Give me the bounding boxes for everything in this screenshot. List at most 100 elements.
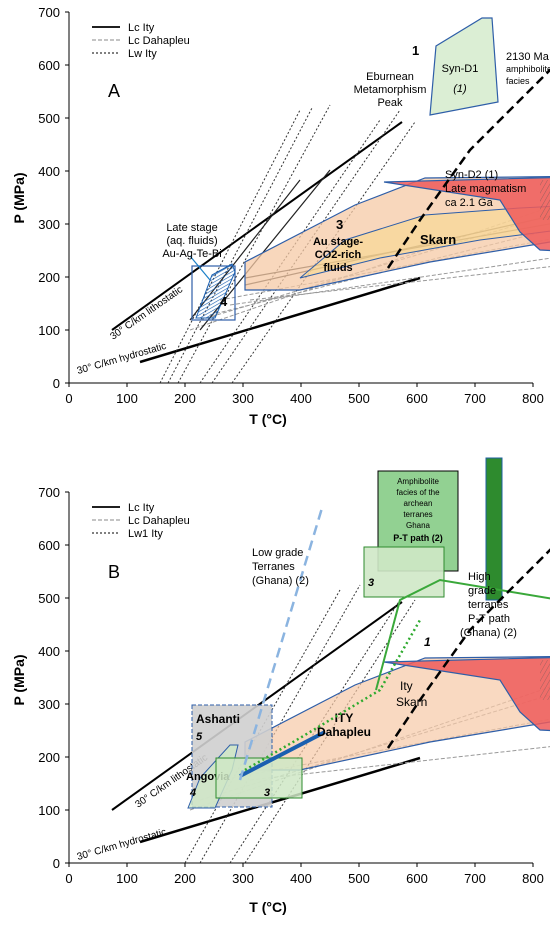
high-grade-line-3: terranes: [468, 599, 509, 611]
late-stage-hatch-a: [195, 263, 236, 319]
y-tick-b-500: 500: [38, 591, 60, 606]
label-4-b: 4: [189, 787, 196, 799]
field-4-box-a: [191, 265, 236, 321]
skarn-label-b: Skarn: [396, 695, 427, 709]
syn-d1-field-a: [429, 17, 499, 116]
legend-b-lc-ity: Lc Ity: [128, 502, 155, 514]
panel-a: 0 100 200 300 400 500 600 700 0 100 200 …: [11, 5, 550, 427]
au-stage-line-1: Au stage-: [313, 236, 363, 248]
x-tick-b-600: 600: [406, 871, 428, 886]
x-tick-a-800: 800: [522, 391, 544, 406]
hydrostatic-line-b: [139, 756, 421, 844]
syn-d1-label: Syn-D1: [442, 63, 479, 75]
au-stage-field-a: [299, 205, 550, 279]
high-grade-pt-path: [375, 578, 550, 691]
y-tick-b-200: 200: [38, 750, 60, 765]
x-axis-label-a: T (°C): [249, 411, 286, 427]
legend-a: Lc Ity Lc Dahapleu Lw Ity: [92, 22, 190, 60]
label-5-b: 5: [196, 731, 203, 743]
y-tick-b-600: 600: [38, 538, 60, 553]
archean-line-3: archean: [404, 499, 433, 508]
high-grade-bar: [485, 457, 503, 601]
eburnean-line-2: Metamorphism: [354, 84, 427, 96]
x-tick-b-700: 700: [464, 871, 486, 886]
panel-a-letter: A: [108, 81, 120, 101]
late-stage-line-1: Late stage: [166, 222, 217, 234]
x-tick-b-100: 100: [116, 871, 138, 886]
archean-line-5: Ghana: [406, 521, 431, 530]
archean-line-1: Amphibolite: [397, 477, 439, 486]
y-tick-b-400: 400: [38, 644, 60, 659]
ity-dahapleu-line-1: ITY: [335, 711, 354, 725]
au-stage-line-2: CO2-rich: [315, 249, 362, 261]
high-grade-line-1: High: [468, 571, 491, 583]
x-tick-a-700: 700: [464, 391, 486, 406]
low-grade-line-1: Low grade: [252, 547, 303, 559]
x-tick-a-0: 0: [65, 391, 72, 406]
label-1-b: 1: [424, 635, 431, 649]
y-tick-a-0: 0: [53, 376, 60, 391]
field-3-b: [244, 656, 550, 771]
y-tick-b-300: 300: [38, 697, 60, 712]
x-tick-b-500: 500: [348, 871, 370, 886]
x-tick-a-500: 500: [348, 391, 370, 406]
eburnean-line-3: Peak: [377, 97, 403, 109]
legend-a-lc-ity: Lc Ity: [128, 22, 155, 34]
y-tick-a-100: 100: [38, 323, 60, 338]
y-tick-a-400: 400: [38, 164, 60, 179]
legend-b: Lc Ity Lc Dahapleu Lw1 Ity: [92, 502, 190, 540]
ity-dahapleu-line-2: Dahapleu: [317, 725, 371, 739]
x-tick-b-0: 0: [65, 871, 72, 886]
field-3-box-b: [363, 546, 445, 598]
y-ticks-b: 0 100 200 300 400 500 600 700: [38, 485, 69, 871]
hydrostatic-line-a: [139, 276, 421, 364]
skarn-label-a: Skarn: [420, 232, 456, 247]
syn-d2-line-1: Syn-D2 (1): [445, 169, 498, 181]
pt-path-label: P-T path (2): [393, 533, 443, 543]
label-3a-b: 3: [368, 577, 374, 589]
panel-b-letter: B: [108, 562, 120, 582]
x-ticks-b: 0 100 200 300 400 500 600 700 800: [65, 863, 544, 886]
legend-b-lw1-ity: Lw1 Ity: [128, 528, 163, 540]
syn-d2-line-2: Late magmatism: [445, 183, 526, 195]
legend-b-lc-dahapleu: Lc Dahapleu: [128, 515, 190, 527]
high-grade-line-5: (Ghana) (2): [460, 627, 517, 639]
x-tick-a-100: 100: [116, 391, 138, 406]
syn-d1-ref: (1): [453, 83, 467, 95]
hydrostatic-label-b: 30° C/km hydrostatic: [76, 827, 168, 863]
skarn-field-b: [383, 656, 550, 732]
x-ticks-a: 0 100 200 300 400 500 600 700 800: [65, 383, 544, 406]
eburnean-peak-line-b: [386, 548, 550, 749]
x-tick-b-400: 400: [290, 871, 312, 886]
skarn-hatch-a: [540, 180, 550, 220]
archean-line-4: terranes: [403, 510, 432, 519]
y-tick-b-700: 700: [38, 485, 60, 500]
high-grade-line-2: grade: [468, 585, 496, 597]
late-stage-line-2: (aq. fluids): [166, 235, 217, 247]
panel-b: 0 100 200 300 400 500 600 700 0 100 200 …: [11, 457, 550, 915]
y-tick-b-0: 0: [53, 856, 60, 871]
green-dotted-path: [244, 619, 422, 772]
x-tick-b-800: 800: [522, 871, 544, 886]
eburnean-line-1: Eburnean: [366, 71, 414, 83]
y-tick-a-200: 200: [38, 270, 60, 285]
x-tick-a-300: 300: [232, 391, 254, 406]
high-grade-line-4: P-T path: [468, 613, 510, 625]
x-axis-label-b: T (°C): [249, 899, 286, 915]
low-grade-line-3: (Ghana) (2): [252, 575, 309, 587]
x-tick-a-400: 400: [290, 391, 312, 406]
archean-line-2: facies of the: [396, 488, 440, 497]
amph-2130-line-3: facies: [506, 76, 530, 86]
au-stage-line-3: fluids: [323, 262, 352, 274]
y-axis-label-b: P (MPa): [11, 654, 27, 705]
lithostatic-label-a: 30° C/km lithostatic: [108, 284, 185, 342]
y-tick-a-300: 300: [38, 217, 60, 232]
y-tick-b-100: 100: [38, 803, 60, 818]
syn-d2-line-3: ca 2.1 Ga: [445, 197, 494, 209]
eburnean-peak-line-a: [386, 68, 550, 269]
ity-dahapleu-arrow: [239, 730, 326, 778]
late-stage-line-3: Au-Ag-Te-Bi: [162, 248, 221, 260]
skarn-hatch-b: [540, 660, 550, 700]
label-3b-b: 3: [264, 787, 270, 799]
y-tick-a-600: 600: [38, 58, 60, 73]
